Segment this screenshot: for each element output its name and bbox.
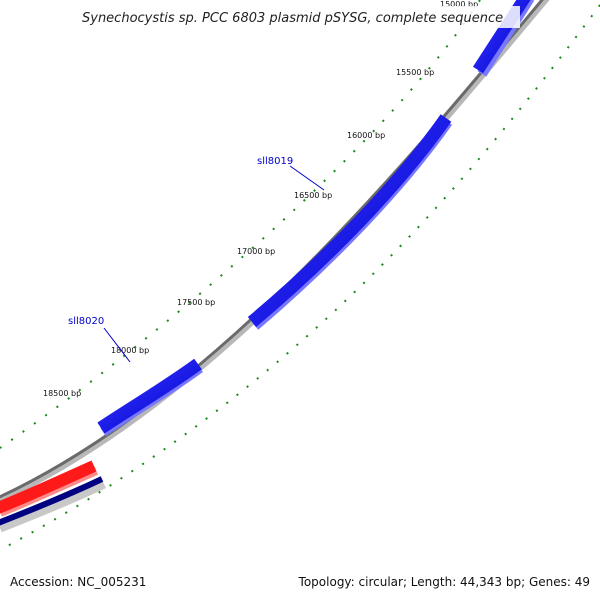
tick-label-16500: 16500 bp (294, 191, 332, 200)
title-background (80, 6, 520, 28)
map-title: Synechocystis sp. PCC 6803 plasmid pSYSG… (82, 11, 503, 26)
leader-line-sll8019 (289, 165, 325, 191)
gene-labels: sll8019 sll8020 (68, 156, 325, 363)
topology-summary: Topology: circular; Length: 44,343 bp; G… (298, 575, 590, 589)
tick-label-18500: 18500 bp (43, 389, 81, 398)
gene-segments (97, 0, 535, 437)
tick-label-17500: 17500 bp (177, 298, 215, 307)
tick-label-17000: 17000 bp (237, 247, 275, 256)
reverse-track-shadow (0, 479, 106, 533)
leader-line-sll8020 (103, 327, 131, 363)
gene-label-sll8019[interactable]: sll8019 (257, 156, 293, 167)
bp-ticks: 15000 bp 15500 bp 16000 bp 16500 bp 1700… (43, 0, 478, 398)
inner-tick-track (0, 4, 600, 551)
gene-sll8019[interactable] (247, 114, 452, 327)
tick-label-15500: 15500 bp (396, 68, 434, 77)
tick-label-18000: 18000 bp (111, 346, 149, 355)
gene-sll8020[interactable] (97, 358, 202, 434)
rna-feature[interactable] (0, 460, 97, 514)
accession-label: Accession: NC_005231 (10, 575, 147, 589)
gene-label-sll8020[interactable]: sll8020 (68, 316, 104, 327)
tick-label-15000: 15000 bp (440, 0, 478, 9)
reverse-track[interactable] (0, 476, 104, 526)
tick-label-16000: 16000 bp (347, 131, 385, 140)
